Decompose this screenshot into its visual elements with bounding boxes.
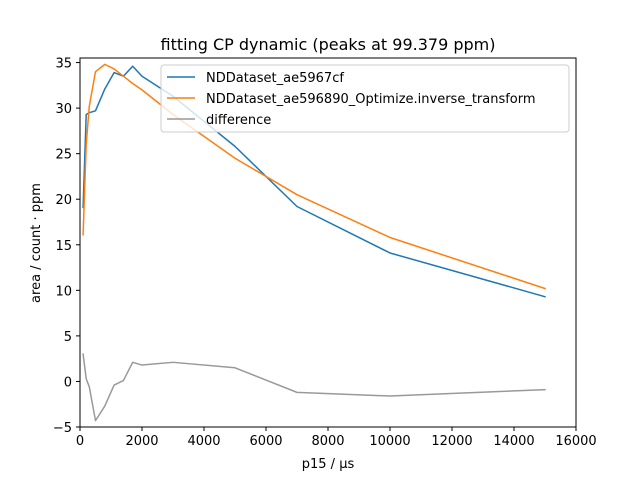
legend-label: NDDataset_ae5967cf: [206, 71, 344, 86]
series-line-1: [82, 63, 546, 290]
x-tick-label: 8000: [311, 434, 344, 449]
legend-label: NDDataset_ae596890_Optimize.inverse_tran…: [206, 92, 536, 107]
y-axis-label: area / count · ppm: [29, 183, 44, 303]
y-tick-label: 5: [64, 330, 72, 345]
y-tick-label: 25: [55, 148, 72, 163]
y-tick-label: 35: [55, 57, 72, 72]
y-tick-label: 30: [55, 102, 72, 117]
x-tick-label: 16000: [555, 434, 596, 449]
y-tick-label: 20: [55, 193, 72, 208]
plot-series: [82, 63, 546, 422]
x-tick-label: 10000: [369, 434, 410, 449]
chart-title: fitting CP dynamic (peaks at 99.379 ppm): [161, 35, 496, 54]
x-tick-label: 4000: [187, 434, 220, 449]
legend-box: [160, 64, 570, 133]
x-axis-label: p15 / µs: [302, 457, 355, 472]
legend: NDDataset_ae5967cf NDDataset_ae596890_Opt…: [160, 64, 570, 133]
x-tick-label: 6000: [249, 434, 282, 449]
legend-label: difference: [206, 113, 271, 128]
series-line-0: [82, 65, 546, 298]
axis-ticks: 0 2000 4000 6000 8000 10000 12000 14000 16000 −5 0…: [53, 57, 597, 449]
y-tick-label: 15: [55, 239, 72, 254]
y-tick-label: 0: [64, 375, 72, 390]
x-tick-label: 12000: [431, 434, 472, 449]
x-tick-label: 0: [76, 434, 84, 449]
plot-frame: [79, 57, 577, 428]
y-tick-label: −5: [53, 421, 72, 436]
x-tick-label: 2000: [125, 434, 158, 449]
x-tick-label: 14000: [493, 434, 534, 449]
y-tick-label: 10: [55, 284, 72, 299]
series-line-2: [82, 353, 546, 422]
